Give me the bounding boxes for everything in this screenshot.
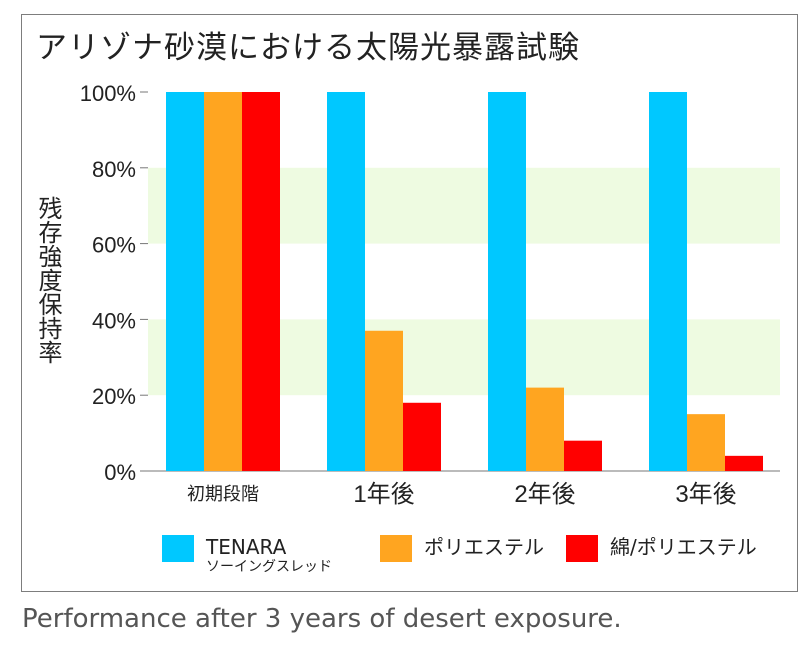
bar (365, 330, 403, 471)
chart-title: アリゾナ砂漠における太陽光暴露試験 (36, 30, 580, 66)
y-tick-label: 40% (92, 308, 136, 333)
y-axis-label: 残存強度保持率 (34, 196, 62, 364)
y-tick-label: 20% (92, 384, 136, 409)
legend-item-cotton-polyester: 綿/ポリエステル (566, 535, 757, 562)
bar (687, 414, 725, 471)
legend-label: ポリエステル (424, 535, 544, 559)
legend-item-polyester: ポリエステル (380, 535, 544, 562)
legend-swatch (566, 535, 598, 562)
y-tick-label: 0% (104, 460, 136, 485)
bar (725, 455, 763, 471)
legend-swatch (380, 535, 412, 562)
bar (488, 92, 526, 471)
bar (403, 402, 441, 471)
figure-caption: Performance after 3 years of desert expo… (22, 604, 622, 634)
legend-label: TENARA (206, 535, 287, 559)
bar (327, 92, 365, 471)
bar (526, 387, 564, 471)
bar (204, 92, 242, 471)
bar (166, 92, 204, 471)
y-tick-label: 60% (92, 233, 136, 258)
x-tick-label: 1年後 (353, 481, 414, 508)
bar (564, 440, 602, 471)
bar (649, 92, 687, 471)
y-tick-label: 80% (92, 157, 136, 182)
x-tick-label: 初期段階 (187, 484, 259, 504)
x-tick-label: 2年後 (514, 481, 575, 508)
y-tick-label: 100% (80, 81, 136, 106)
legend-item-tenara: TENARA ソーイングスレッド (162, 535, 332, 575)
legend-label: 綿/ポリエステル (610, 535, 757, 559)
x-tick-label: 3年後 (675, 481, 736, 508)
bar (242, 92, 280, 471)
legend-swatch (162, 535, 194, 562)
legend-sublabel: ソーイングスレッド (206, 559, 332, 575)
